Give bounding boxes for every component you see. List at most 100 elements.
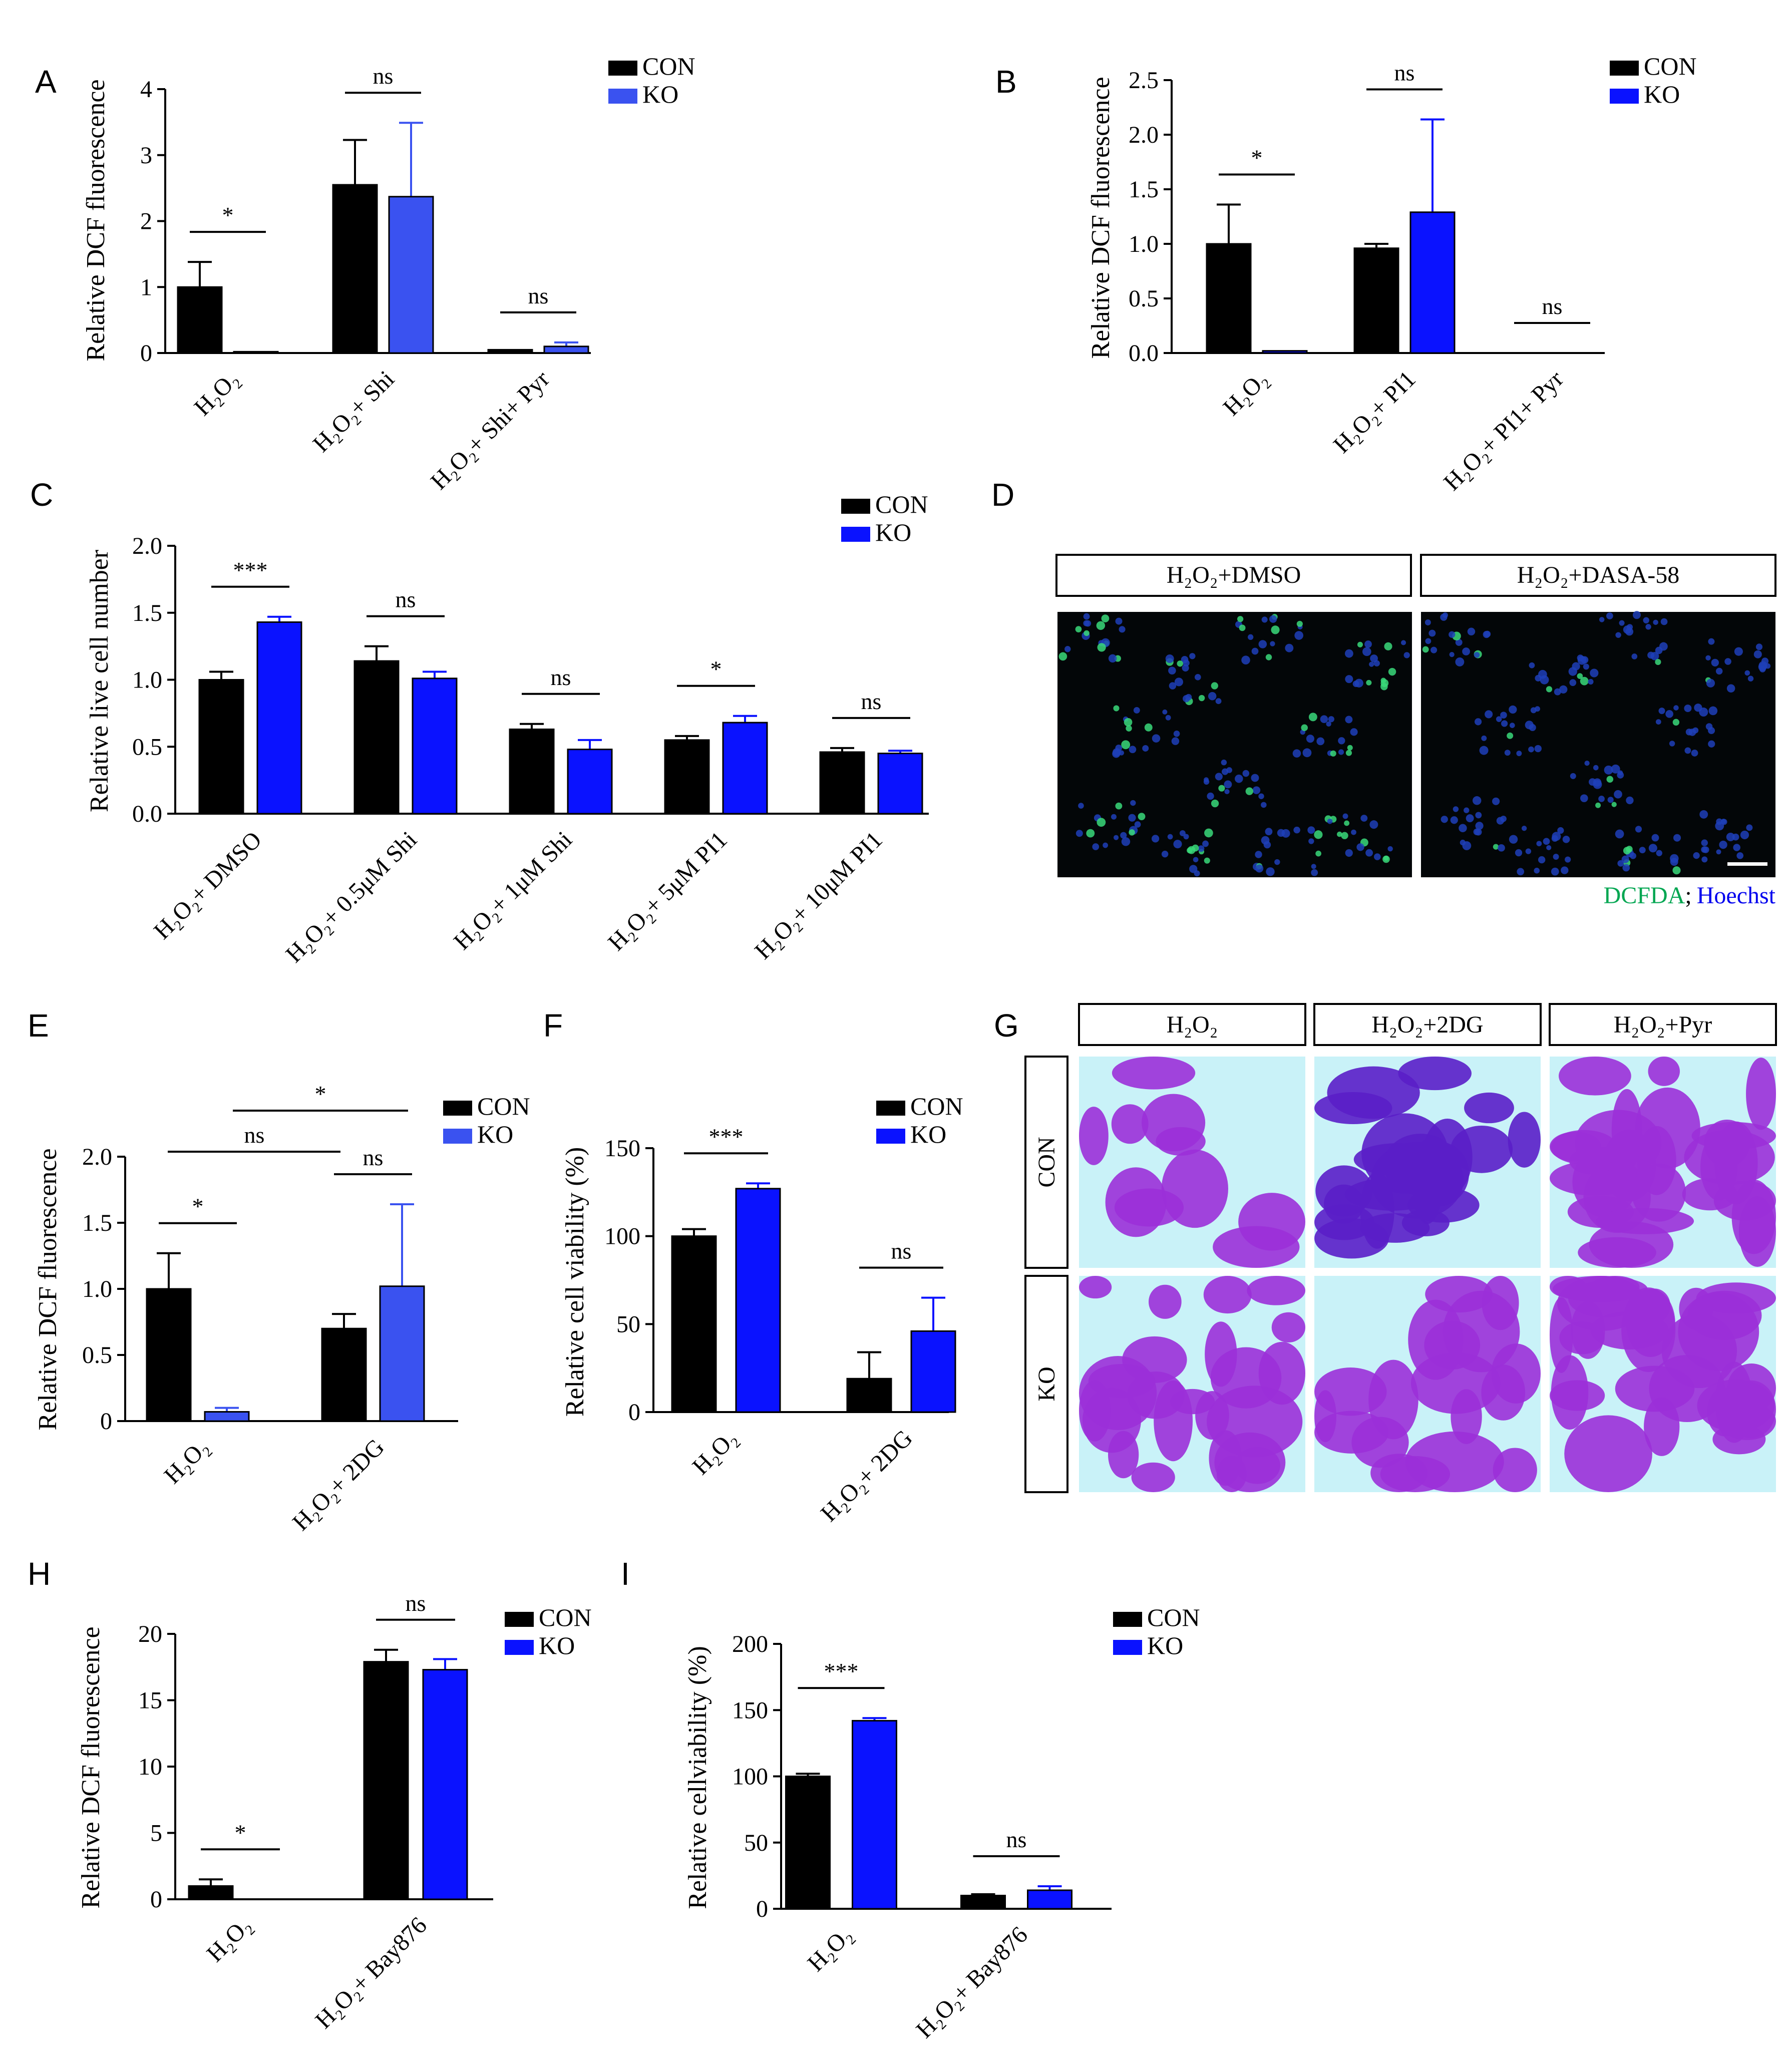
nucleus	[1362, 647, 1371, 656]
bar-ko	[877, 753, 923, 815]
dcfda-cell	[1308, 713, 1317, 722]
nucleus	[1705, 655, 1711, 661]
nucleus	[1498, 844, 1505, 852]
header-label: H₂O₂+DASA-58	[1517, 562, 1680, 588]
stained-cells	[1408, 1299, 1464, 1380]
significance-label: ns	[396, 587, 416, 612]
stained-cells	[1611, 1089, 1642, 1172]
stained-cells	[1105, 1167, 1167, 1237]
nucleus	[1607, 797, 1614, 803]
nucleus	[1179, 830, 1186, 836]
bar-ko	[735, 1188, 781, 1413]
cell-clusters	[1422, 611, 1771, 876]
nucleus	[1165, 654, 1174, 663]
header-box	[1420, 554, 1776, 597]
stained-cells	[1079, 1276, 1112, 1299]
nucleus	[1120, 832, 1127, 839]
legend-label-con: CON	[642, 52, 695, 80]
dcfda-cell	[1337, 831, 1342, 837]
y-tick-label: 5	[150, 1820, 162, 1847]
nucleus	[1076, 830, 1083, 837]
dcfda-cell	[1113, 705, 1120, 712]
y-tick-label: 0	[140, 340, 152, 367]
nucleus	[1669, 741, 1675, 747]
nucleus	[1202, 840, 1209, 847]
x-tick-label: H₂O₂	[159, 1434, 214, 1489]
stained-cells	[1596, 1208, 1694, 1234]
y-tick-label: 3	[140, 142, 152, 169]
legend-label-con: CON	[1147, 1603, 1200, 1631]
bar-ko	[204, 1411, 250, 1422]
nucleus	[1285, 643, 1294, 652]
nucleus	[1621, 855, 1629, 863]
nucleus	[1647, 651, 1655, 659]
nucleus	[1462, 841, 1472, 850]
nucleus	[1171, 737, 1180, 745]
nucleus	[1670, 854, 1679, 863]
dcfda-cell	[1097, 643, 1106, 652]
nucleus	[1464, 807, 1470, 813]
nucleus	[1455, 657, 1465, 666]
bar-ko	[722, 722, 768, 815]
x-tick-label: H₂O₂+ PI1+ Pyr	[1439, 366, 1569, 496]
nucleus	[1534, 867, 1540, 874]
nucleus	[1168, 666, 1176, 675]
chart-panel-e: E Relative DCF fluorescence 0 0.5 1.0 1.5 2.0 H…	[28, 1007, 530, 1536]
nucleus	[1475, 828, 1482, 836]
header-label: H₂O₂+DMSO	[1167, 562, 1301, 588]
nucleus	[1449, 631, 1456, 638]
nucleus	[1183, 695, 1190, 703]
dcfda-cell	[1580, 676, 1589, 685]
nucleus	[1403, 652, 1410, 658]
bar-con	[960, 1895, 1006, 1910]
dcfda-cell	[1144, 723, 1153, 732]
dcfda-cell	[1366, 679, 1372, 685]
nucleus	[1688, 729, 1696, 736]
nucleus	[1546, 845, 1552, 850]
significance-label: ns	[363, 1145, 384, 1170]
nucleus	[1354, 678, 1363, 688]
nucleus	[1208, 692, 1217, 701]
dcfda-cell	[1611, 802, 1617, 807]
stained-cells	[1451, 1389, 1482, 1444]
bar-ko	[379, 1285, 425, 1422]
dcfda-cell	[1380, 679, 1389, 688]
nucleus	[1161, 850, 1169, 858]
nucleus	[1708, 638, 1715, 645]
dcfda-cell	[1493, 844, 1499, 850]
column-header	[1549, 1003, 1777, 1046]
panel-letter: B	[995, 64, 1017, 100]
nucleus	[1726, 832, 1735, 841]
nucleus	[1699, 810, 1708, 819]
significance-label: ***	[709, 1124, 744, 1149]
nucleus	[1119, 750, 1125, 756]
nucleus	[1221, 759, 1227, 766]
nucleus	[1726, 684, 1735, 693]
dcfda-cell	[1187, 847, 1193, 854]
stained-cells	[1079, 1107, 1109, 1165]
stained-cells	[1214, 1432, 1286, 1493]
bar-con	[188, 1885, 234, 1900]
y-tick-label: 0	[628, 1399, 640, 1426]
dcfda-cell	[1330, 750, 1336, 757]
legend-label-ko: KO	[539, 1631, 575, 1659]
stained-cells	[1314, 1390, 1337, 1443]
bar-con	[198, 679, 244, 815]
nucleus	[1559, 685, 1568, 694]
nucleus	[1235, 774, 1243, 783]
nucleus	[1387, 846, 1393, 852]
legend-swatch-ko	[505, 1640, 534, 1655]
nucleus	[1251, 774, 1259, 782]
nucleus	[1474, 652, 1480, 658]
nucleus	[1611, 764, 1620, 774]
nucleus	[1162, 709, 1168, 715]
dcfda-cell	[1211, 799, 1219, 808]
y-tick-label: 0	[756, 1896, 768, 1922]
stained-cells	[1684, 1130, 1775, 1185]
nucleus	[1441, 816, 1448, 823]
nucleus	[1604, 765, 1613, 775]
y-tick-label: 1.0	[1129, 231, 1159, 257]
nucleus	[1557, 827, 1564, 834]
nucleus	[1584, 760, 1590, 766]
nucleus	[1242, 770, 1250, 777]
